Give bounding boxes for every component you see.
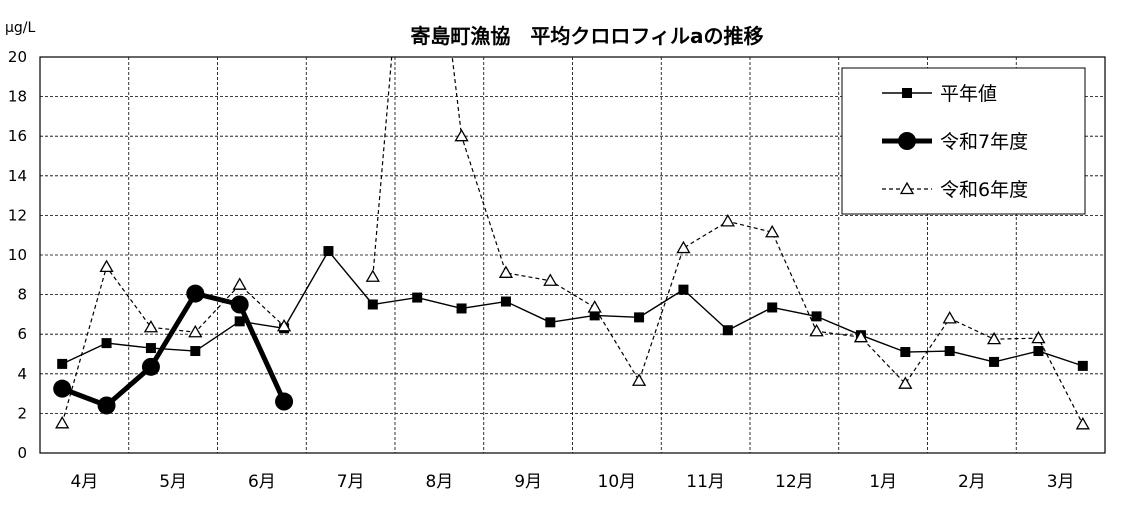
data-point bbox=[186, 284, 205, 303]
x-tick-label: 2月 bbox=[958, 472, 986, 492]
data-point bbox=[898, 132, 916, 150]
x-tick-label: 12月 bbox=[775, 472, 814, 492]
data-point bbox=[1077, 360, 1088, 371]
data-point bbox=[412, 292, 423, 303]
x-tick-label: 8月 bbox=[425, 472, 453, 492]
y-tick-label: 0 bbox=[17, 444, 27, 462]
data-point bbox=[57, 358, 68, 369]
data-point bbox=[898, 376, 913, 389]
data-point bbox=[232, 277, 247, 290]
data-point bbox=[899, 181, 915, 195]
data-point bbox=[809, 323, 824, 337]
data-point bbox=[811, 311, 822, 322]
series-line bbox=[61, 250, 1084, 367]
data-point bbox=[53, 379, 72, 398]
data-point bbox=[234, 316, 245, 327]
data-point bbox=[676, 240, 691, 254]
data-point bbox=[145, 343, 156, 354]
data-point bbox=[141, 357, 160, 376]
data-point bbox=[765, 224, 780, 238]
data-point bbox=[678, 284, 689, 295]
legend-label: 令和6年度 bbox=[940, 179, 1028, 201]
data-point bbox=[143, 319, 159, 333]
series-lines bbox=[53, 57, 1090, 430]
y-tick-label: 10 bbox=[8, 246, 27, 264]
data-point bbox=[498, 265, 514, 278]
series-2 bbox=[55, 57, 1090, 430]
y-tick-label: 18 bbox=[8, 88, 27, 106]
data-point bbox=[97, 396, 116, 415]
y-tick-label: 2 bbox=[17, 404, 27, 422]
data-point bbox=[456, 303, 467, 314]
x-tick-label: 6月 bbox=[248, 472, 276, 492]
y-tick-label: 12 bbox=[8, 206, 27, 224]
legend-item: 令和7年度 bbox=[882, 131, 1028, 153]
data-point bbox=[1031, 330, 1046, 344]
y-tick-label: 8 bbox=[17, 286, 27, 304]
y-tick-label: 16 bbox=[8, 127, 27, 145]
data-point bbox=[454, 128, 469, 142]
y-tick-labels: 0 2 4 6 8 10 12 14 16 18 20 bbox=[8, 48, 27, 462]
data-point bbox=[323, 246, 334, 257]
data-point bbox=[500, 296, 511, 307]
data-point bbox=[900, 347, 911, 358]
data-point bbox=[631, 373, 647, 386]
x-tick-label: 10月 bbox=[598, 472, 637, 492]
data-point bbox=[944, 346, 955, 357]
y-tick-label: 14 bbox=[8, 167, 27, 185]
data-point bbox=[1075, 416, 1090, 430]
data-point bbox=[589, 310, 600, 321]
plot-frame bbox=[39, 56, 1106, 454]
data-point bbox=[986, 331, 1002, 345]
y-tick-label: 6 bbox=[17, 325, 27, 343]
data-point bbox=[720, 214, 735, 227]
data-point bbox=[188, 324, 203, 338]
data-point bbox=[942, 311, 957, 324]
x-tick-label: 5月 bbox=[159, 472, 187, 492]
x-tick-label: 3月 bbox=[1047, 472, 1075, 492]
x-tick-label: 9月 bbox=[514, 472, 542, 492]
x-tick-label: 1月 bbox=[869, 472, 897, 492]
y-axis-unit: μg/L bbox=[5, 20, 36, 36]
legend-label: 平年値 bbox=[940, 83, 997, 105]
data-point bbox=[276, 318, 292, 332]
data-point bbox=[230, 295, 249, 314]
data-point bbox=[99, 259, 114, 273]
data-point bbox=[543, 273, 558, 286]
x-tick-label: 7月 bbox=[337, 472, 365, 492]
data-point bbox=[902, 88, 912, 98]
data-point bbox=[101, 338, 112, 349]
data-point bbox=[722, 325, 733, 336]
y-tick-label: 4 bbox=[17, 365, 27, 383]
x-tick-label: 4月 bbox=[70, 472, 98, 492]
data-point bbox=[587, 300, 602, 313]
data-point bbox=[634, 312, 645, 323]
x-tick-labels: 4月 5月 6月 7月 8月 9月 10月 11月 12月 1月 2月 3月 bbox=[70, 472, 1074, 492]
x-tick-label: 11月 bbox=[686, 472, 725, 492]
legend-item: 平年値 bbox=[882, 83, 997, 105]
y-tick-label: 20 bbox=[8, 48, 27, 66]
data-point bbox=[365, 269, 380, 282]
data-point bbox=[767, 302, 778, 313]
legend-label: 令和7年度 bbox=[940, 131, 1028, 153]
data-point bbox=[853, 329, 869, 343]
data-point bbox=[1033, 346, 1044, 357]
series-line bbox=[61, 266, 285, 424]
grid-lines bbox=[40, 57, 1105, 453]
data-point bbox=[367, 299, 378, 310]
data-point bbox=[55, 415, 70, 429]
data-point bbox=[545, 317, 556, 328]
data-point bbox=[275, 392, 294, 411]
legend-item: 令和6年度 bbox=[882, 179, 1028, 201]
data-point bbox=[190, 346, 201, 357]
chart-title: 寄島町漁協 平均クロロフィルaの推移 bbox=[410, 24, 763, 48]
data-point bbox=[989, 356, 1000, 367]
